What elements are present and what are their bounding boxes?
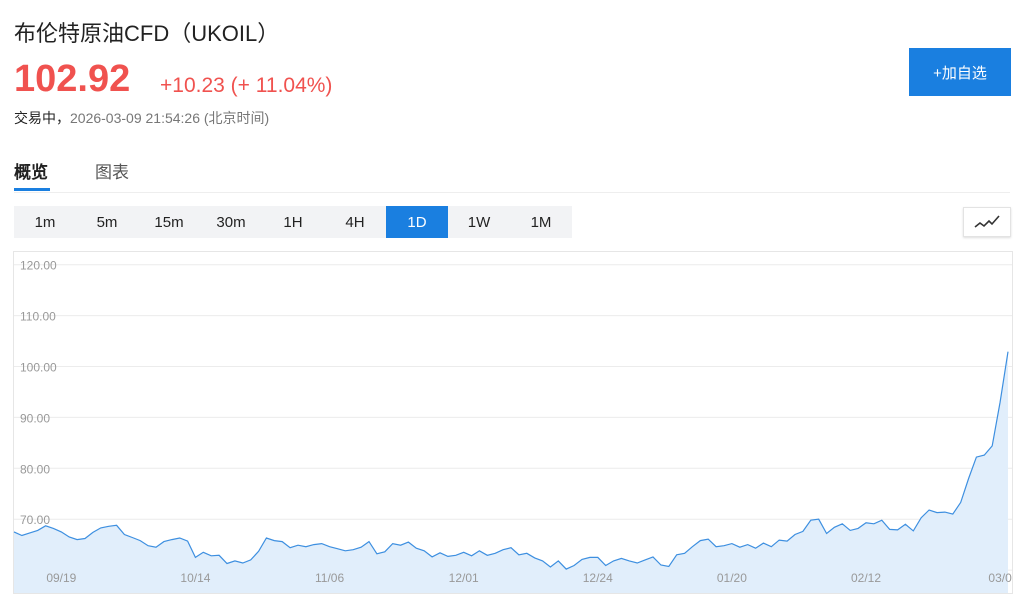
- timeframe-button[interactable]: 1W: [467, 213, 491, 231]
- x-tick-label: 02/12: [851, 571, 881, 585]
- tab-underline: [14, 188, 50, 191]
- y-tick-label: 110.00: [20, 310, 56, 324]
- timeframe-button[interactable]: 30m: [216, 213, 246, 231]
- x-tick-label: 09/19: [46, 571, 76, 585]
- status-text: 交易中，: [14, 110, 70, 126]
- change: +10.23 (+ 11.04%): [160, 74, 332, 98]
- tab[interactable]: 概览: [14, 163, 48, 182]
- y-tick-label: 70.00: [20, 513, 50, 527]
- x-tick-label: 03/0: [988, 571, 1012, 585]
- y-tick-label: 120.00: [20, 259, 57, 273]
- chart-frame: [13, 251, 1013, 594]
- timeframe-button[interactable]: 5m: [96, 213, 118, 231]
- area-fill: [14, 351, 1008, 593]
- timeframe-button[interactable]: 1m: [34, 213, 56, 231]
- price-line: [13, 351, 1009, 570]
- timeframe-bar: 1m 5m 15m 30m 1H 4H 1D 1W 1M: [14, 206, 572, 238]
- add-watchlist-button[interactable]: +加自选: [909, 48, 1011, 96]
- x-tick-label: 12/01: [449, 571, 479, 585]
- timeframe-button[interactable]: 15m: [154, 213, 184, 231]
- y-tick-label: 90.00: [20, 411, 50, 425]
- chart-type-button[interactable]: [963, 207, 1011, 237]
- x-tick-label: 10/14: [180, 571, 210, 585]
- tab[interactable]: 图表: [95, 163, 129, 182]
- x-tick-label: 01/20: [717, 571, 747, 585]
- timeframe-button[interactable]: 4H: [345, 213, 365, 231]
- timeframe-button[interactable]: 1H: [283, 213, 303, 231]
- title: 布伦特原油CFD（UKOIL）: [14, 21, 280, 46]
- y-tick-label: 100.00: [20, 361, 57, 375]
- change-value: +10.23: [160, 74, 225, 97]
- chart-icon: [974, 215, 1000, 228]
- status: 交易中，2026-03-09 21:54:26 (北京时间): [14, 108, 269, 128]
- price: 102.92: [14, 58, 131, 100]
- timestamp: 2026-03-09 21:54:26 (北京时间): [70, 110, 270, 126]
- timeframe-button[interactable]: 1D: [386, 206, 448, 238]
- change-percent: (+ 11.04%): [230, 74, 333, 97]
- x-tick-label: 12/24: [583, 571, 613, 585]
- divider: [14, 192, 1010, 193]
- timeframe-button[interactable]: 1M: [530, 213, 552, 231]
- x-tick-label: 11/06: [315, 571, 344, 585]
- y-tick-label: 80.00: [20, 462, 50, 476]
